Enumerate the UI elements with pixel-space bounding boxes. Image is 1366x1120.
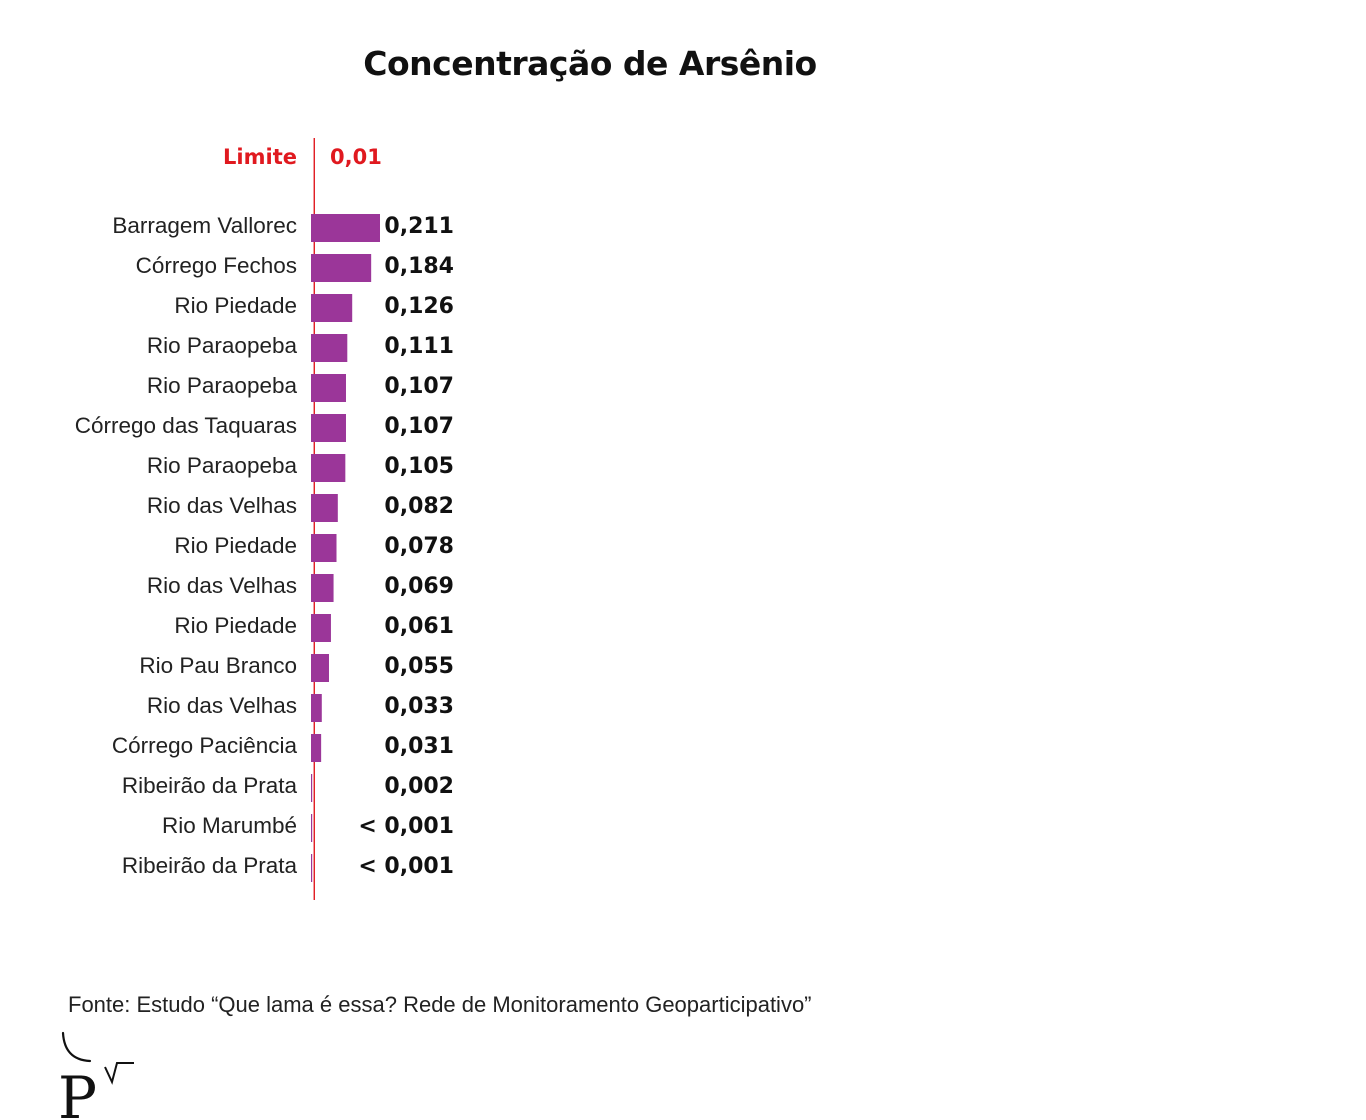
value-label: 0,082	[384, 494, 454, 519]
bar	[311, 814, 313, 842]
bar	[311, 854, 313, 882]
value-label: 0,033	[384, 694, 454, 719]
category-label: Córrego Fechos	[136, 253, 297, 278]
category-label: Barragem Vallorec	[112, 213, 297, 238]
category-label: Rio Paraopeba	[147, 453, 298, 478]
bar	[311, 294, 353, 322]
value-label: 0,184	[384, 254, 454, 279]
bar	[311, 734, 322, 762]
value-label: 0,055	[384, 654, 454, 679]
value-label: 0,211	[384, 214, 454, 239]
category-label: Rio Piedade	[174, 293, 297, 318]
bar	[311, 454, 346, 482]
category-label: Córrego Paciência	[112, 733, 298, 758]
bar	[311, 494, 338, 522]
value-label: 0,111	[384, 334, 454, 359]
bar	[311, 774, 313, 802]
category-label: Rio Marumbé	[162, 813, 297, 838]
category-label: Rio das Velhas	[147, 493, 297, 518]
bar	[311, 654, 329, 682]
limit-label: Limite	[223, 145, 297, 169]
bar	[311, 414, 346, 442]
category-label: Rio Piedade	[174, 533, 297, 558]
bar	[311, 614, 331, 642]
value-label: 0,061	[384, 614, 454, 639]
bar	[311, 214, 380, 242]
bar	[311, 574, 334, 602]
value-label: 0,107	[384, 414, 454, 439]
category-label: Ribeirão da Prata	[122, 853, 298, 878]
category-label: Rio das Velhas	[147, 573, 297, 598]
value-label: 0,078	[384, 534, 454, 559]
category-label: Córrego das Taquaras	[75, 413, 297, 438]
category-label: Rio Paraopeba	[147, 333, 298, 358]
value-label: < 0,001	[358, 814, 454, 839]
value-label: < 0,001	[358, 854, 454, 879]
category-label: Rio Piedade	[174, 613, 297, 638]
value-label: 0,105	[384, 454, 454, 479]
source-note: Fonte: Estudo “Que lama é essa? Rede de …	[68, 992, 812, 1017]
category-label: Ribeirão da Prata	[122, 773, 298, 798]
chart-title: Concentração de Arsênio	[363, 44, 817, 83]
value-label: 0,002	[384, 774, 454, 799]
bar	[311, 254, 372, 282]
value-label: 0,107	[384, 374, 454, 399]
category-label: Rio Pau Branco	[139, 653, 297, 678]
value-label: 0,126	[384, 294, 454, 319]
bar	[311, 534, 337, 562]
category-label: Rio das Velhas	[147, 693, 297, 718]
bar	[311, 374, 346, 402]
category-label: Rio Paraopeba	[147, 373, 298, 398]
value-label: 0,031	[384, 734, 454, 759]
logo-letter: P	[58, 1064, 97, 1120]
bar-chart: Limite 0,01 Barragem Vallorec 0,211 Córrego …	[75, 138, 454, 900]
bar	[311, 694, 322, 722]
limit-value-label: 0,01	[330, 145, 382, 169]
value-label: 0,069	[384, 574, 454, 599]
bar	[311, 334, 348, 362]
pv-logo-icon: P	[58, 1031, 134, 1120]
